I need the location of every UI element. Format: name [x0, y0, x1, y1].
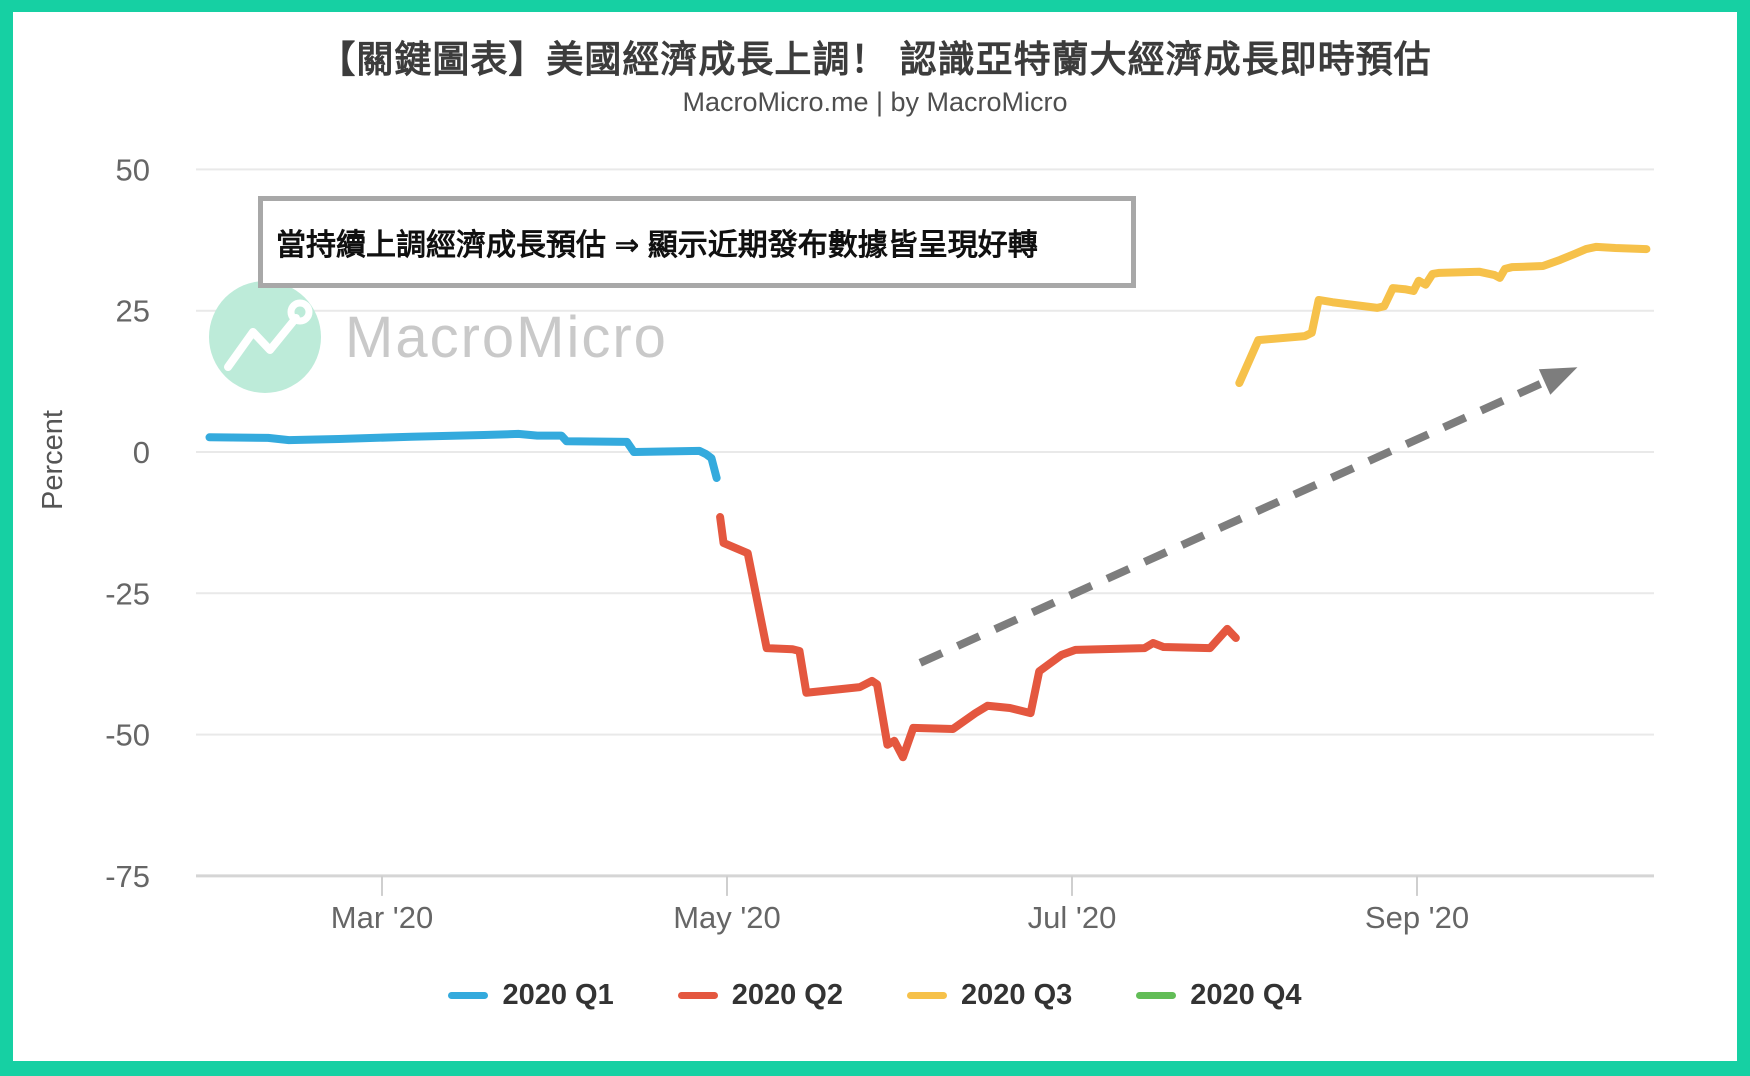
- legend-label-q3: 2020 Q3: [961, 978, 1073, 1011]
- series-line-2020-q2: [716, 512, 1240, 762]
- chart-legend: 2020 Q1 2020 Q2 2020 Q3 2020 Q4: [13, 964, 1737, 1026]
- series-lines: [205, 242, 1651, 762]
- gridlines: [196, 168, 1654, 896]
- annotation-text: 當持續上調經濟成長預估 ⇒ 顯示近期發布數據皆呈現好轉: [276, 229, 1038, 262]
- legend-swatch-q2-icon: [677, 991, 718, 999]
- y-tick-label--25: -25: [105, 576, 150, 611]
- y-tick-label-50: 50: [116, 152, 150, 187]
- legend-item-2020-q3[interactable]: 2020 Q3: [907, 979, 1072, 1012]
- x-tick-label: Sep '20: [1365, 900, 1469, 935]
- annotation-box: 當持續上調經濟成長預估 ⇒ 顯示近期發布數據皆呈現好轉: [258, 196, 1136, 288]
- legend-item-2020-q4[interactable]: 2020 Q4: [1136, 978, 1302, 1012]
- page-subtitle: MacroMicro.me | by MacroMicro: [682, 87, 1068, 117]
- x-tick-label: Mar '20: [331, 900, 433, 935]
- x-tick-label: Jul '20: [1028, 900, 1117, 935]
- legend-label-q4: 2020 Q4: [1190, 978, 1302, 1011]
- y-tick-label--75: -75: [105, 859, 150, 894]
- trend-arrow-head-icon: [1538, 367, 1578, 395]
- trend-arrow: [918, 367, 1578, 667]
- legend-item-2020-q2[interactable]: 2020 Q2: [677, 978, 843, 1012]
- legend-swatch-q3-icon: [907, 991, 947, 999]
- macromicro-logo-icon: [224, 314, 300, 371]
- macromicro-logo-circle: [209, 281, 321, 393]
- y-tick-label-25: 25: [116, 294, 150, 329]
- legend-swatch-q1-icon: [448, 991, 489, 999]
- watermark: MacroMicro: [209, 281, 668, 393]
- legend-swatch-q4-icon: [1136, 991, 1177, 999]
- legend-item-2020-q1[interactable]: 2020 Q1: [448, 978, 614, 1012]
- x-tick-label: May '20: [673, 900, 781, 935]
- axis-labels: 50 25 0 -25 -50 -75 Mar '20 May '20 Jul '20 Sep '…: [37, 152, 1469, 935]
- series-line-2020-q3: [1235, 242, 1651, 388]
- chart-plot-area: MacroMicro 50 25 0 -25 -50 -75 Mar '20 May '20 J…: [37, 152, 1654, 935]
- y-tick-label--50: -50: [105, 718, 150, 753]
- y-tick-label-0: 0: [133, 435, 150, 470]
- chart-panel: 【關鍵圖表】美國經濟成長上調！ 認識亞特蘭大經濟成長即時預估 MacroMicr…: [13, 12, 1737, 1061]
- legend-label-q1: 2020 Q1: [502, 978, 614, 1011]
- legend-label-q2: 2020 Q2: [731, 978, 843, 1011]
- trend-arrow-line: [918, 375, 1552, 667]
- series-line-2020-q1: [205, 429, 721, 482]
- y-axis-title: Percent: [37, 410, 69, 510]
- watermark-text: MacroMicro: [345, 305, 668, 370]
- page-title: 【關鍵圖表】美國經濟成長上調！ 認識亞特蘭大經濟成長即時預估: [318, 39, 1432, 80]
- macromicro-logo-ring-icon: [287, 299, 313, 325]
